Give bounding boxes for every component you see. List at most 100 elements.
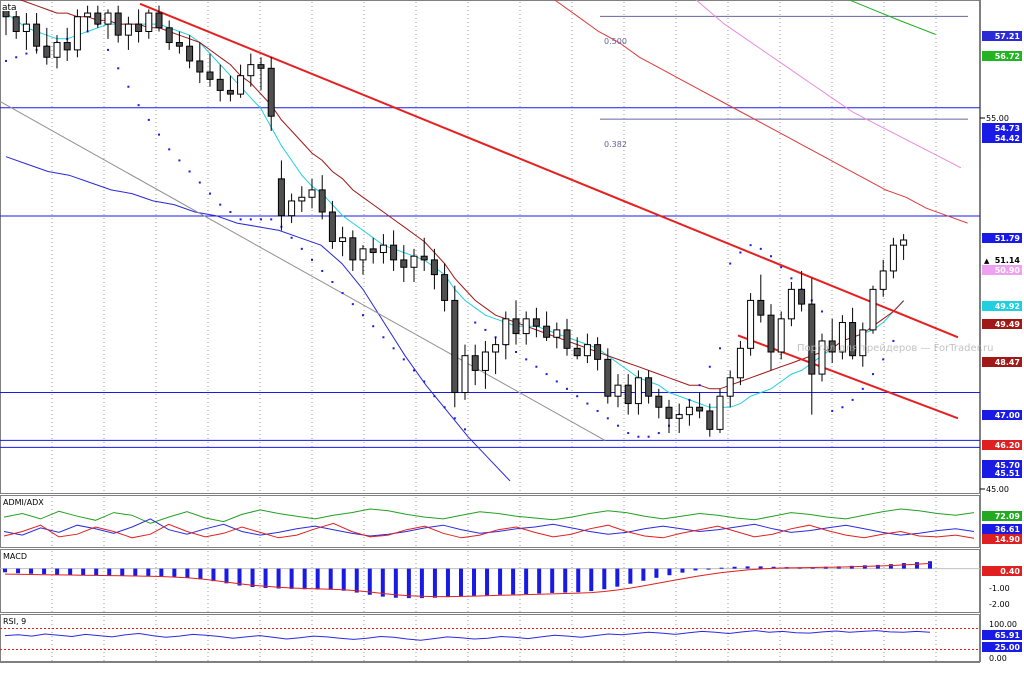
watermark-text: Портал для трейдеров — ForTrader.ru [797,343,993,354]
macd-histogram-bar [498,568,503,595]
macd-histogram-bar [719,567,724,569]
macd-histogram-bar [732,566,737,569]
candle-body [318,189,326,213]
price-tag-label: 45.51 [995,469,1021,478]
candle-body [430,259,438,276]
candle-body [114,12,122,36]
candle-body [135,23,143,32]
psar-dot [484,328,487,331]
price-tag [982,265,1022,275]
macd-histogram-bar [771,566,776,569]
candle-body [267,67,275,117]
macd-histogram-bar [745,566,750,569]
psar-dot [137,104,140,107]
macd-histogram-bar [250,568,255,588]
psar-dot [739,251,742,254]
macd-pane[interactable] [0,549,980,613]
price-tag [982,51,1022,61]
candle-body [614,384,622,397]
macd-histogram-bar [524,568,529,595]
candle-body [900,239,908,246]
psar-dot [698,384,701,387]
candle-body [73,16,81,51]
macd-histogram-bar [406,568,411,599]
adx-series-line [3,522,975,539]
macd-histogram-bar [706,568,711,570]
candle-body [777,318,785,353]
macd-histogram-bar [888,564,893,569]
macd-histogram-bar [120,568,125,576]
candle-body [685,406,693,416]
macd-histogram-bar [3,568,7,573]
macd-histogram-bar [928,561,932,569]
macd-histogram-bar [589,568,594,592]
macd-histogram-bar [576,568,581,593]
price-tag [982,123,1022,133]
psar-dot [770,255,772,258]
candle-body [665,406,673,419]
macd-histogram-bar [563,568,568,593]
macd-histogram-bar [875,564,880,569]
macd-tag [982,566,1022,576]
candle-body [22,23,30,32]
psar-dot [617,424,619,427]
psar-dot [821,310,823,313]
adx-pane[interactable] [0,495,980,548]
psar-dot [300,247,303,250]
macd-histogram-bar [914,562,919,569]
macd-histogram-bar [485,568,490,596]
price-tag-label: 49.49 [995,320,1021,329]
candle-body [553,329,561,338]
macd-histogram-bar [55,568,60,575]
psar-dot [239,218,242,221]
candle-body [84,12,92,18]
psar-dot [229,211,232,213]
candle-body [186,45,194,62]
candle-body [532,318,540,327]
symbol-label-bg [1,1,19,11]
macd-histogram-bar [16,568,21,574]
macd-signal-line [4,562,931,598]
candle-body [216,78,224,91]
psar-dot [321,269,324,272]
candle-body [655,395,663,408]
candle-body [451,299,459,394]
macd-pane-label: MACD [3,552,27,561]
candle-body [277,178,285,217]
fib-label-0382: 0.382 [604,140,627,149]
candle-body [726,377,734,397]
candle-body [33,23,41,47]
psar-dot [474,321,477,324]
macd-histogram-bar [354,568,359,593]
psar-dot [270,218,273,221]
psar-dot [719,347,721,350]
psar-dot [759,247,762,250]
candle-body [400,259,408,268]
candle-body [165,27,173,44]
macd-histogram-bar [511,568,516,595]
macd-histogram-bar [367,568,372,595]
psar-dot [545,373,548,376]
psar-dot [861,387,864,390]
macd-histogram-bar [341,568,346,591]
psar-dot [882,358,885,361]
price-tag [982,319,1022,329]
candle-body [369,248,377,254]
macd-histogram-bar [328,568,333,590]
psar-dot [188,170,191,173]
candle-body [522,318,530,335]
candle-body [420,255,428,261]
macd-histogram-bar [901,563,906,569]
candle-body [767,314,775,353]
price-tag-label: 51.14 [995,256,1021,265]
price-tag [982,233,1022,243]
main-price-pane[interactable] [0,0,980,494]
candle-body [787,288,795,320]
macd-histogram-bar [42,568,47,575]
adx-tag [982,511,1022,521]
macd-histogram-bar [315,568,320,590]
macd-histogram-bar [211,568,216,582]
macd-axis-label-m2: -2.00 [989,600,1010,609]
psar-dot [841,406,844,409]
